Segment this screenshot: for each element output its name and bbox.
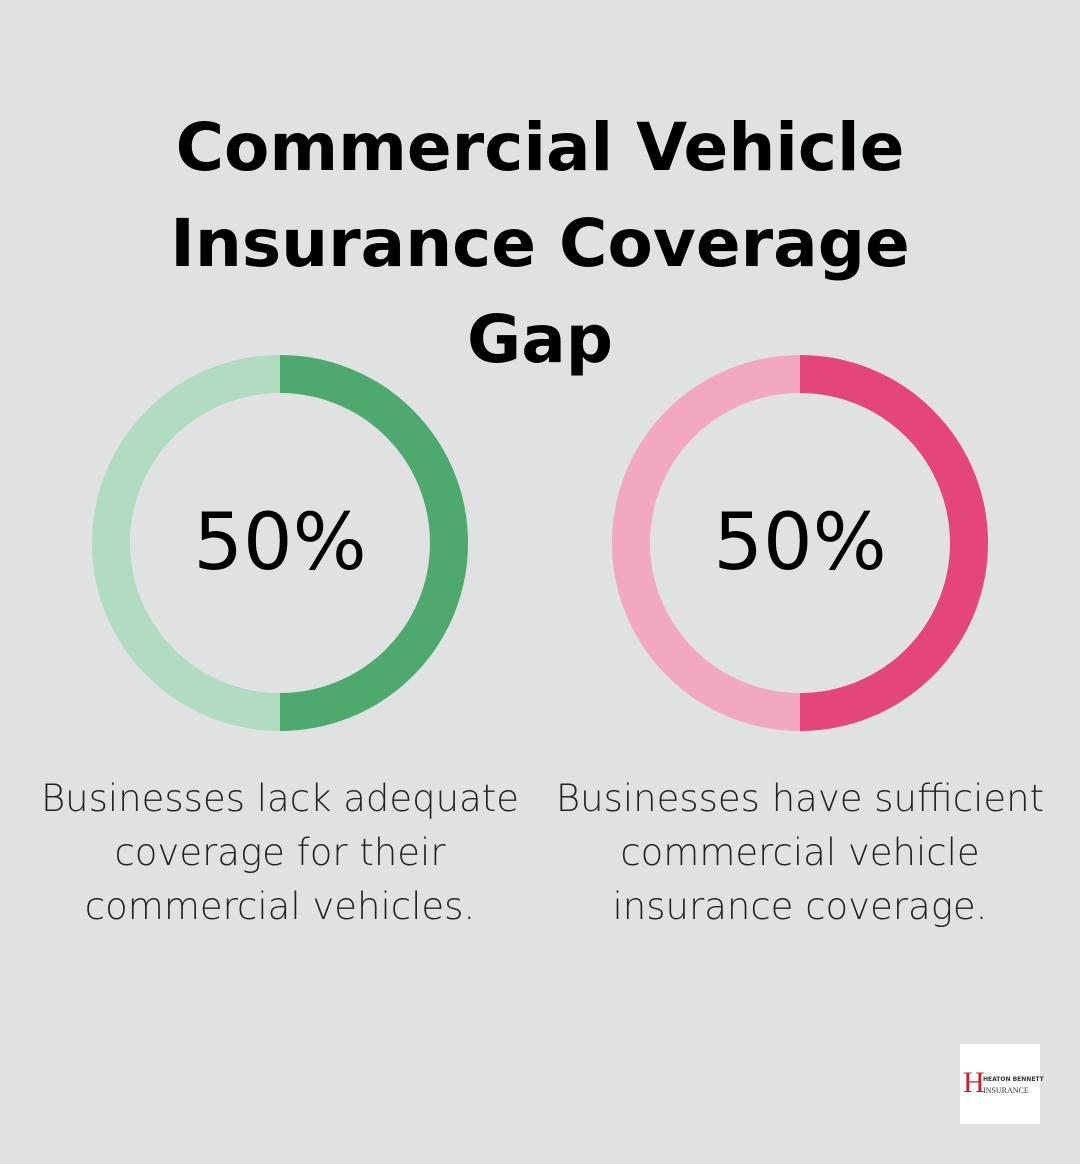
title: Commercial Vehicle Insurance Coverage Ga…: [170, 109, 910, 378]
value-label: 50%: [193, 498, 366, 588]
donut-arc: [279, 355, 468, 731]
value-label: 50%: [713, 498, 886, 588]
description: Businesses lack adequate coverage for th…: [40, 777, 520, 928]
logo: H HEATON BENNETT INSURANCE: [960, 1044, 1044, 1124]
logo-line: INSURANCE: [983, 1086, 1029, 1095]
logo-initial: H: [963, 1066, 985, 1099]
description: Businesses have sufficient commercial ve…: [555, 777, 1045, 928]
logo-line: HEATON BENNETT: [983, 1076, 1044, 1083]
donut-arc: [799, 355, 988, 731]
